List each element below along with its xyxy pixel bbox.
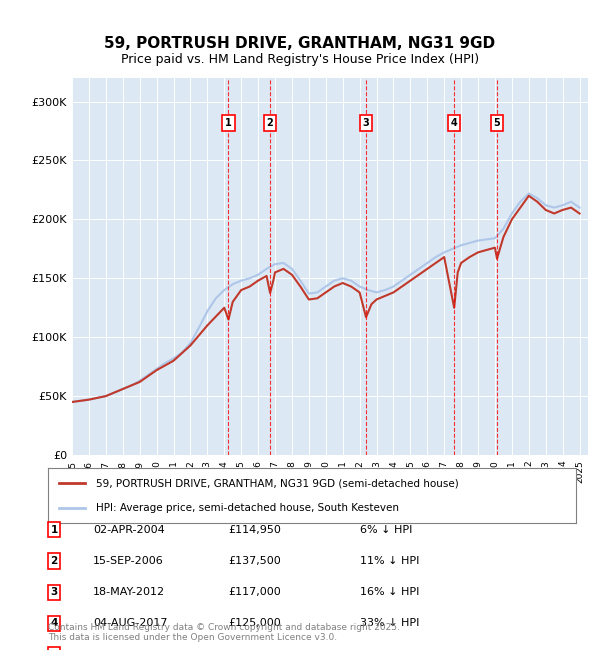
Text: Contains HM Land Registry data © Crown copyright and database right 2025.
This d: Contains HM Land Registry data © Crown c… bbox=[48, 623, 400, 642]
Text: 33% ↓ HPI: 33% ↓ HPI bbox=[360, 618, 419, 629]
Text: 15-SEP-2006: 15-SEP-2006 bbox=[93, 556, 164, 566]
Text: 04-AUG-2017: 04-AUG-2017 bbox=[93, 618, 167, 629]
Text: 3: 3 bbox=[50, 587, 58, 597]
Text: 4: 4 bbox=[451, 118, 458, 128]
Text: 6% ↓ HPI: 6% ↓ HPI bbox=[360, 525, 412, 535]
Text: 5: 5 bbox=[494, 118, 500, 128]
Text: 4: 4 bbox=[50, 618, 58, 629]
Text: 3: 3 bbox=[362, 118, 370, 128]
Text: £117,000: £117,000 bbox=[228, 587, 281, 597]
Text: £114,950: £114,950 bbox=[228, 525, 281, 535]
Text: 16% ↓ HPI: 16% ↓ HPI bbox=[360, 587, 419, 597]
Text: 2: 2 bbox=[50, 556, 58, 566]
Text: 2: 2 bbox=[267, 118, 274, 128]
Text: 59, PORTRUSH DRIVE, GRANTHAM, NG31 9GD: 59, PORTRUSH DRIVE, GRANTHAM, NG31 9GD bbox=[104, 36, 496, 51]
Text: 1: 1 bbox=[50, 525, 58, 535]
Text: 59, PORTRUSH DRIVE, GRANTHAM, NG31 9GD (semi-detached house): 59, PORTRUSH DRIVE, GRANTHAM, NG31 9GD (… bbox=[95, 478, 458, 488]
Text: 02-APR-2004: 02-APR-2004 bbox=[93, 525, 165, 535]
Text: 1: 1 bbox=[225, 118, 232, 128]
Text: Price paid vs. HM Land Registry's House Price Index (HPI): Price paid vs. HM Land Registry's House … bbox=[121, 53, 479, 66]
Text: £137,500: £137,500 bbox=[228, 556, 281, 566]
Text: 11% ↓ HPI: 11% ↓ HPI bbox=[360, 556, 419, 566]
Text: £125,000: £125,000 bbox=[228, 618, 281, 629]
Text: HPI: Average price, semi-detached house, South Kesteven: HPI: Average price, semi-detached house,… bbox=[95, 503, 398, 513]
Text: 18-MAY-2012: 18-MAY-2012 bbox=[93, 587, 165, 597]
